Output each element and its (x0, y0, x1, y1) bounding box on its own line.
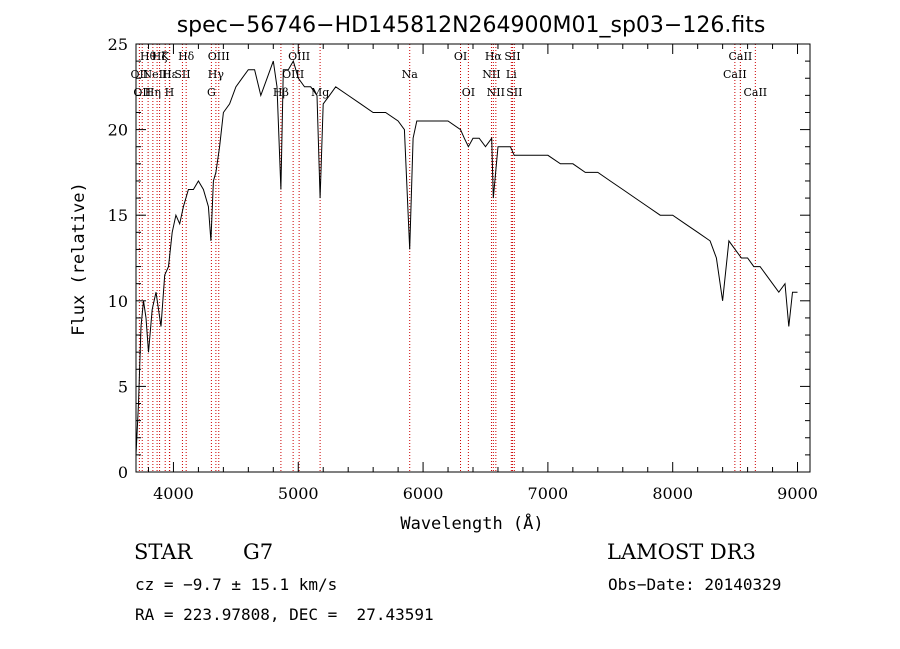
line-marker-label: NII (482, 68, 500, 81)
line-marker-label: CaII (729, 50, 753, 63)
y-tick-label: 25 (108, 35, 128, 54)
y-axis-label: Flux (relative) (69, 182, 89, 336)
line-marker-label: CaII (723, 68, 747, 81)
line-marker-label: Li (506, 68, 517, 81)
line-marker-label: Na (402, 68, 419, 81)
line-marker-label: NII (487, 86, 505, 99)
line-marker-label: SII (504, 50, 520, 63)
line-marker-label: OI (454, 50, 467, 63)
line-marker-label: SII (506, 86, 522, 99)
line-marker-label: Hγ (208, 68, 225, 81)
line-marker-label: OIII (288, 50, 310, 63)
plot-frame (135, 43, 811, 473)
line-marker-label: Hζ (152, 50, 168, 63)
axis-ticks (136, 43, 810, 473)
line-marker-label: G (207, 86, 216, 99)
line-marker-label: Hβ (273, 86, 289, 99)
line-marker-label: H (165, 86, 175, 99)
axis-tick-labels: 4000 5000 6000 7000 8000 9000 0 5 10 15 20 25 (108, 35, 818, 503)
x-tick-label: 5000 (278, 484, 319, 503)
line-marker-label: SII (174, 68, 190, 81)
line-marker-label: Hδ (178, 50, 195, 63)
line-marker-label: Hε (162, 68, 178, 81)
chart-title: spec−56746−HD145812N264900M01_sp03−126.f… (177, 13, 766, 38)
object-type: STAR (134, 540, 193, 564)
line-marker-label: OIII (208, 50, 230, 63)
line-marker-label: K (161, 50, 170, 63)
observation-date: Obs−Date: 20140329 (608, 575, 782, 594)
x-axis-label: Wavelength (Å) (400, 512, 543, 534)
x-tick-label: 4000 (153, 484, 194, 503)
survey-name: LAMOST DR3 (607, 540, 756, 564)
line-marker-label: Mg (311, 86, 329, 99)
line-marker-label: NeIII (143, 68, 172, 81)
line-marker-label: OII (131, 68, 149, 81)
x-tick-label: 8000 (652, 484, 693, 503)
y-tick-label: 5 (118, 377, 128, 396)
y-tick-label: 15 (108, 206, 128, 225)
line-marker-label: Hθ (140, 50, 157, 63)
spectral-subclass: G7 (243, 540, 274, 564)
line-marker-label: Hη (145, 86, 161, 99)
redshift-cz: cz = −9.7 ± 15.1 km/s (135, 575, 338, 594)
x-tick-label: 6000 (403, 484, 444, 503)
x-tick-label: 9000 (777, 484, 818, 503)
spectral-line-labels: OIIOIIHθHηNeIIIHζKHHεSIIHδGHγOIIIHβOIIIO… (131, 50, 768, 99)
line-marker-label: Hα (485, 50, 503, 63)
y-tick-label: 10 (108, 292, 128, 311)
x-tick-label: 7000 (528, 484, 569, 503)
spectrum-line (135, 59, 798, 455)
y-tick-label: 20 (108, 121, 128, 140)
line-marker-label: CaII (743, 86, 767, 99)
coordinates: RA = 223.97808, DEC = 27.43591 (135, 605, 434, 624)
y-tick-label: 0 (118, 463, 128, 482)
line-marker-label: OI (462, 86, 475, 99)
spectral-line-markers (138, 44, 756, 472)
